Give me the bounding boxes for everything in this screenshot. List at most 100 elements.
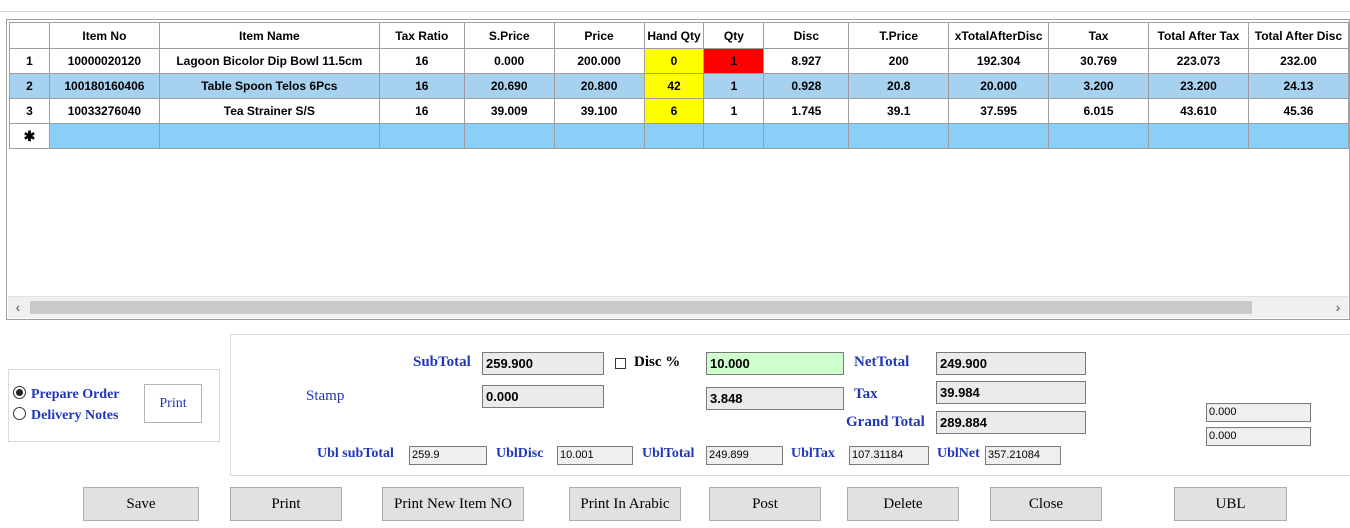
col-item-no[interactable]: Item No [48,22,160,49]
post-button[interactable]: Post [709,487,821,521]
cell-price[interactable]: 200.000 [553,48,645,74]
cell-hand-qty[interactable]: 0 [643,48,705,74]
subtotal-field[interactable]: 259.900 [482,352,604,375]
ubl-subtotal-field[interactable]: 259.9 [409,446,487,465]
new-cell[interactable] [703,123,765,149]
row-number[interactable]: 2 [9,73,50,99]
print-button[interactable]: Print [230,487,342,521]
cell-t-price[interactable]: 200 [848,48,950,74]
cell-disc[interactable]: 0.928 [763,73,850,99]
radio-checked-icon[interactable] [13,386,26,399]
col-s-price[interactable]: S.Price [463,22,555,49]
horizontal-scrollbar[interactable]: ‹ › [8,296,1348,318]
radio-unchecked-icon[interactable] [13,407,26,420]
new-cell[interactable] [1247,123,1349,149]
cell-s-price[interactable]: 0.000 [463,48,555,74]
row-number[interactable]: 3 [9,98,50,124]
col-total-after-disc[interactable]: Total After Disc [1247,22,1349,49]
cell-hand-qty[interactable]: 42 [643,73,705,99]
new-row[interactable]: ✱ [9,123,1349,149]
new-cell[interactable] [158,123,380,149]
cell-x-total-after-disc[interactable]: 20.000 [948,73,1050,99]
new-row-marker-icon[interactable]: ✱ [9,123,50,149]
cell-tax-ratio[interactable]: 16 [378,48,465,74]
cell-item-no[interactable]: 10033276040 [48,98,160,124]
table-row[interactable]: 1 10000020120 Lagoon Bicolor Dip Bowl 11… [9,48,1349,74]
ubl-net-field[interactable]: 357.21084 [985,446,1061,465]
cell-disc[interactable]: 8.927 [763,48,850,74]
cell-tax[interactable]: 6.015 [1048,98,1149,124]
extra-field-1[interactable]: 0.000 [1206,403,1311,422]
cell-x-total-after-disc[interactable]: 192.304 [948,48,1050,74]
delete-button[interactable]: Delete [847,487,959,521]
cell-tax-ratio[interactable]: 16 [378,98,465,124]
tax-field[interactable]: 39.984 [936,381,1086,404]
col-price[interactable]: Price [553,22,645,49]
cell-total-after-tax[interactable]: 223.073 [1147,48,1249,74]
cell-t-price[interactable]: 39.1 [848,98,950,124]
col-t-price[interactable]: T.Price [848,22,950,49]
print-new-item-no-button[interactable]: Print New Item NO [382,487,524,521]
new-cell[interactable] [463,123,555,149]
scrollbar-thumb[interactable] [30,301,1252,314]
cell-hand-qty[interactable]: 6 [643,98,705,124]
new-cell[interactable] [1048,123,1149,149]
cell-item-no[interactable]: 100180160406 [48,73,160,99]
disc-amount-field[interactable]: 3.848 [706,387,844,410]
cell-item-name[interactable]: Tea Strainer S/S [158,98,380,124]
new-cell[interactable] [553,123,645,149]
cell-tax[interactable]: 30.769 [1048,48,1149,74]
disc-checkbox[interactable] [615,358,626,369]
cell-total-after-disc[interactable]: 232.00 [1247,48,1349,74]
cell-t-price[interactable]: 20.8 [848,73,950,99]
nettotal-field[interactable]: 249.900 [936,352,1086,375]
ubl-disc-field[interactable]: 10.001 [557,446,633,465]
cell-item-name[interactable]: Table Spoon Telos 6Pcs [158,73,380,99]
new-cell[interactable] [948,123,1050,149]
col-item-name[interactable]: Item Name [158,22,380,49]
ubl-total-field[interactable]: 249.899 [706,446,783,465]
save-button[interactable]: Save [83,487,199,521]
col-tax-ratio[interactable]: Tax Ratio [378,22,465,49]
row-number[interactable]: 1 [9,48,50,74]
grand-total-field[interactable]: 289.884 [936,411,1086,434]
cell-tax-ratio[interactable]: 16 [378,73,465,99]
col-tax[interactable]: Tax [1048,22,1149,49]
ubl-button[interactable]: UBL [1174,487,1287,521]
ubl-tax-field[interactable]: 107.31184 [849,446,929,465]
cell-s-price[interactable]: 20.690 [463,73,555,99]
scroll-left-icon[interactable]: ‹ [15,299,21,315]
col-hand-qty[interactable]: Hand Qty [643,22,705,49]
stamp-field[interactable]: 0.000 [482,385,604,408]
cell-tax[interactable]: 3.200 [1048,73,1149,99]
table-row[interactable]: 2 100180160406 Table Spoon Telos 6Pcs 16… [9,73,1349,99]
cell-qty[interactable]: 1 [703,98,765,124]
extra-field-2[interactable]: 0.000 [1206,427,1311,446]
cell-price[interactable]: 20.800 [553,73,645,99]
new-cell[interactable] [48,123,160,149]
print-in-arabic-button[interactable]: Print In Arabic [569,487,681,521]
mode-print-button[interactable]: Print [144,384,202,423]
cell-disc[interactable]: 1.745 [763,98,850,124]
cell-item-no[interactable]: 10000020120 [48,48,160,74]
cell-price[interactable]: 39.100 [553,98,645,124]
cell-total-after-tax[interactable]: 43.610 [1147,98,1249,124]
cell-total-after-disc[interactable]: 24.13 [1247,73,1349,99]
new-cell[interactable] [378,123,465,149]
radio-prepare-order[interactable]: Prepare Order [13,386,120,403]
cell-s-price[interactable]: 39.009 [463,98,555,124]
new-cell[interactable] [1147,123,1249,149]
cell-qty[interactable]: 1 [703,73,765,99]
cell-item-name[interactable]: Lagoon Bicolor Dip Bowl 11.5cm [158,48,380,74]
radio-delivery-notes[interactable]: Delivery Notes [13,407,118,424]
scroll-right-icon[interactable]: › [1335,299,1341,315]
col-qty[interactable]: Qty [703,22,765,49]
new-cell[interactable] [763,123,850,149]
cell-total-after-disc[interactable]: 45.36 [1247,98,1349,124]
cell-qty[interactable]: 1 [703,48,765,74]
new-cell[interactable] [643,123,705,149]
cell-total-after-tax[interactable]: 23.200 [1147,73,1249,99]
items-grid[interactable]: Item No Item Name Tax Ratio S.Price Pric… [6,19,1350,320]
cell-x-total-after-disc[interactable]: 37.595 [948,98,1050,124]
new-cell[interactable] [848,123,950,149]
